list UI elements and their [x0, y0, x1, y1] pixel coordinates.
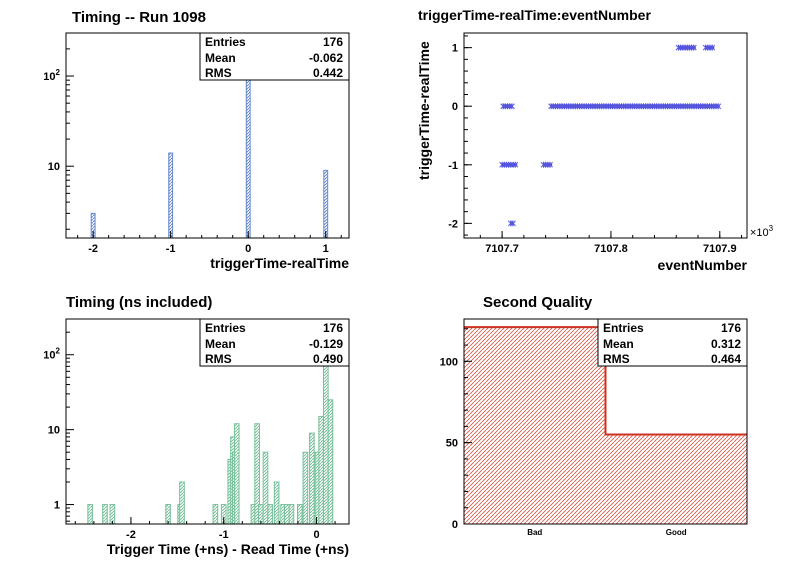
- chart-second-quality: Second Quality 0 50 100 Bad Good Entries 176…: [440, 294, 748, 537]
- x-axis-label: triggerTime-realTime: [210, 255, 349, 271]
- stats-mean-label: Mean: [603, 337, 634, 351]
- stats-entries-value: 176: [323, 35, 343, 49]
- x-axis-label: eventNumber: [658, 257, 748, 273]
- histogram-bar: [233, 423, 240, 525]
- histogram-bars: [90, 57, 329, 239]
- histogram-bar: [302, 451, 309, 525]
- axes: 7107.7 7107.8 7107.9 -2 -1 0 1: [448, 35, 743, 255]
- histogram-bar: [322, 354, 329, 525]
- y-axis-label: triggerTime-realTime: [416, 41, 432, 180]
- histogram-bar: [273, 481, 280, 525]
- x-tick-label: 7107.9: [703, 243, 737, 255]
- histogram-bar: [284, 504, 290, 525]
- y-tick-label: 102: [43, 347, 60, 362]
- scatter-point: [709, 44, 716, 51]
- chart-timing-run: Timing -- Run 1098 -2 -1 0 1 10 102 triggerTi…: [43, 9, 350, 271]
- axes: -2 -1 0 1 10 102: [43, 318, 336, 541]
- histogram-bars: [87, 354, 334, 525]
- chart-trigger-vs-event: triggerTime-realTime:eventNumber 7107.7 7…: [416, 7, 774, 273]
- x-axis-label: Trigger Time (+ns) - Read Time (+ns): [107, 541, 349, 557]
- stats-entries-label: Entries: [205, 35, 246, 49]
- histogram-bar: [87, 504, 93, 525]
- scatter-point: [509, 103, 515, 110]
- y-tick-label: 100: [440, 356, 458, 368]
- y-tick-label: -2: [448, 218, 458, 230]
- histogram-bars: [464, 326, 747, 524]
- stats-rms-value: 0.490: [313, 352, 343, 366]
- histogram-bar: [288, 504, 295, 525]
- stats-mean-label: Mean: [205, 337, 236, 351]
- scatter-point: [512, 161, 519, 168]
- stats-rms-label: RMS: [205, 352, 232, 366]
- histogram-bar: [212, 504, 219, 525]
- x-tick-label: -2: [88, 243, 98, 255]
- stats-entries-value: 176: [721, 321, 741, 335]
- histogram-bar: [245, 57, 251, 239]
- x-category-label: Good: [666, 528, 687, 537]
- y-tick-label: 1: [452, 43, 458, 55]
- x-category-label: Bad: [527, 528, 542, 537]
- histogram-bar: [605, 434, 747, 524]
- y-tick-label: 10: [48, 161, 60, 173]
- stats-entries-label: Entries: [205, 321, 246, 335]
- stats-entries-value: 176: [323, 321, 343, 335]
- stats-rms-label: RMS: [205, 66, 232, 80]
- histogram-bar: [464, 327, 606, 524]
- stats-rms-value: 0.442: [313, 66, 343, 80]
- y-tick-label: -1: [448, 160, 458, 172]
- histogram-outline: [464, 326, 747, 436]
- y-tick-label: 50: [446, 438, 458, 450]
- x-tick-label: -2: [126, 529, 136, 541]
- histogram-bar: [168, 152, 174, 239]
- histogram-bar: [327, 399, 334, 525]
- y-tick-label: 10: [48, 425, 60, 437]
- chart-title: Second Quality: [483, 294, 593, 311]
- stats-box: Entries 176 Mean -0.129 RMS 0.490: [199, 318, 350, 367]
- histogram-bar: [318, 415, 324, 525]
- x-tick-label: 7107.7: [485, 243, 519, 255]
- x-multiplier: ×103: [750, 224, 774, 239]
- chart-title: Timing (ns included): [66, 294, 212, 311]
- stats-mean-label: Mean: [205, 51, 236, 65]
- stats-box: Entries 176 Mean 0.312 RMS 0.464: [597, 318, 748, 367]
- chart-timing-ns: Timing (ns included) -2 -1 0 1 10 102 Trigger…: [43, 294, 350, 557]
- x-tick-label: -1: [219, 529, 229, 541]
- scatter-point: [690, 44, 697, 51]
- chart-title: Timing -- Run 1098: [72, 9, 206, 26]
- stats-rms-label: RMS: [603, 352, 630, 366]
- scatter-point: [715, 103, 722, 110]
- stats-mean-value: 0.312: [711, 337, 741, 351]
- histogram-bar: [102, 504, 108, 525]
- x-tick-label: -1: [166, 243, 176, 255]
- scatter-markers: [499, 44, 722, 227]
- y-tick-label: 0: [452, 101, 458, 113]
- histogram-bar: [262, 451, 269, 525]
- y-tick-label: 0: [452, 519, 458, 531]
- stats-entries-label: Entries: [603, 321, 644, 335]
- scatter-point: [510, 220, 516, 227]
- histogram-bar: [309, 432, 315, 525]
- histogram-bar: [267, 504, 273, 525]
- plot-frame: [463, 32, 748, 239]
- histogram-bar: [179, 481, 185, 525]
- scatter-point: [547, 161, 553, 168]
- stats-rms-value: 0.464: [711, 352, 741, 366]
- x-tick-label: 1: [323, 243, 329, 255]
- y-tick-label: 102: [43, 68, 60, 83]
- x-tick-label: 0: [313, 529, 319, 541]
- chart-title: triggerTime-realTime:eventNumber: [418, 7, 651, 23]
- x-tick-label: 0: [245, 243, 251, 255]
- stats-mean-value: -0.129: [309, 337, 343, 351]
- x-tick-label: 7107.8: [594, 243, 628, 255]
- y-tick-label: 1: [54, 500, 60, 512]
- stats-box: Entries 176 Mean -0.062 RMS 0.442: [199, 32, 350, 81]
- histogram-bar: [323, 169, 329, 239]
- axes: 0 50 100 Bad Good: [440, 328, 687, 537]
- stats-mean-value: -0.062: [309, 51, 343, 65]
